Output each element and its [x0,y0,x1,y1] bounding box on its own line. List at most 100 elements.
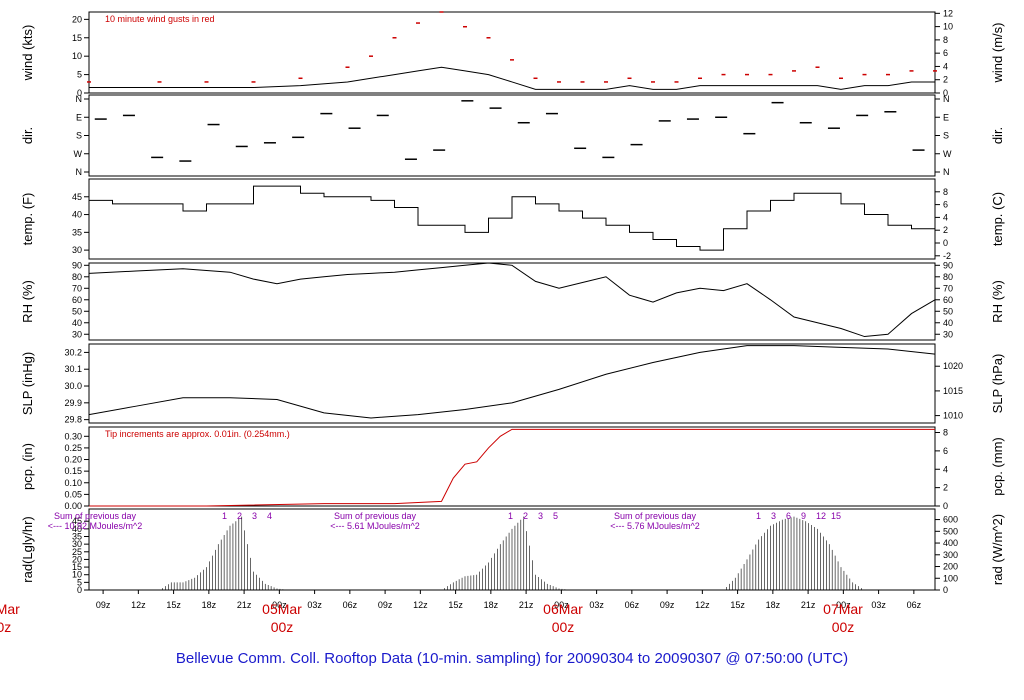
date-sub-label: 00z [832,619,855,635]
ytick-label-right-temp: -2 [943,251,951,261]
rad-note-line1: Sum of previous day [334,511,417,521]
xtick-label: 12z [131,600,146,610]
ytick-label-left-rh: 90 [72,260,82,270]
xtick-label: 18z [766,600,781,610]
ytick-label-right-wind: 0 [943,88,948,98]
ytick-label-left-rad: 30 [72,539,82,549]
ytick-label-left-slp: 29.8 [64,415,82,425]
ytick-label-right-rh: 30 [943,329,953,339]
ytick-label-right-rh: 90 [943,260,953,270]
rad-day-marker: 3 [252,511,257,521]
ytick-label-right-rad: 200 [943,562,958,572]
xtick-label: 18z [484,600,499,610]
ytick-label-right-rh: 60 [943,295,953,305]
ylabel-left-rad: rad(Lgly/hr) [20,516,35,582]
ytick-label-left-pcp: 0.30 [64,431,82,441]
rad-note-line2: <--- 5.76 MJoules/m^2 [610,521,700,531]
ylabel-right-pcp: pcp. (mm) [990,437,1005,496]
ytick-label-left-temp: 40 [72,210,82,220]
series-pcp [89,428,935,507]
series-slp [88,345,936,419]
panel-frame-rh [88,262,936,341]
ytick-label-left-temp: 35 [72,227,82,237]
date-label: 07Mar [823,601,863,617]
rad-day-marker: 9 [801,511,806,521]
ytick-label-left-dir: E [76,112,82,122]
panel-frame-pcp [88,426,936,507]
ytick-label-right-rad: 600 [943,515,958,525]
ylabel-left-slp: SLP (inHg) [20,352,35,415]
rad-day-marker: 6 [786,511,791,521]
ylabel-right-wind: wind (m/s) [990,23,1005,84]
date-sub-label: 00z [271,619,294,635]
xtick-label: 03z [871,600,886,610]
ytick-label-left-pcp: 0.15 [64,466,82,476]
ytick-label-left-rh: 50 [72,306,82,316]
ytick-label-left-pcp: 0.25 [64,443,82,453]
xtick-label: 15z [730,600,745,610]
ylabel-right-slp: SLP (hPa) [990,354,1005,414]
ytick-label-right-pcp: 6 [943,446,948,456]
date-sub-label: 00z [552,619,575,635]
ytick-label-right-dir: N [943,94,950,104]
ytick-label-right-rad: 400 [943,538,958,548]
ytick-label-left-rad: 45 [72,516,82,526]
rad-day-marker: 4 [267,511,272,521]
xtick-label: 21z [801,600,816,610]
ytick-label-left-wind: 15 [72,33,82,43]
ytick-label-right-wind: 12 [943,8,953,18]
xtick-label: 21z [237,600,252,610]
date-sub-label: 00z [0,619,11,635]
rad-note-line1: Sum of previous day [614,511,697,521]
series-wind-speed [89,66,935,90]
ytick-label-right-pcp: 4 [943,464,948,474]
ytick-label-left-rad: 15 [72,562,82,572]
ylabel-left-rh: RH (%) [20,280,35,323]
chart-title: Bellevue Comm. Coll. Rooftop Data (10-mi… [175,650,849,667]
ytick-label-right-wind: 8 [943,35,948,45]
rad-note-line1: Sum of previous day [54,511,137,521]
ytick-label-left-slp: 30.1 [64,364,82,374]
rad-day-marker: 5 [553,511,558,521]
xtick-label: 15z [448,600,463,610]
xtick-label: 06z [907,600,922,610]
ytick-label-right-wind: 2 [943,75,948,85]
rad-day-marker: 2 [237,511,242,521]
ytick-label-right-pcp: 2 [943,483,948,493]
xtick-label: 12z [413,600,428,610]
ytick-label-left-dir: W [74,149,83,159]
ytick-label-right-slp: 1015 [943,386,963,396]
ylabel-left-pcp: pcp. (in) [20,443,35,490]
rad-note-line2: <--- 10.92 MJoules/m^2 [48,521,143,531]
xtick-label: 03z [589,600,604,610]
ytick-label-right-temp: 8 [943,187,948,197]
ytick-label-left-wind: 20 [72,14,82,24]
xtick-label: 06z [343,600,358,610]
xtick-label: 09z [378,600,393,610]
ytick-label-right-slp: 1010 [943,411,963,421]
ytick-label-right-wind: 6 [943,48,948,58]
ytick-label-left-rh: 70 [72,283,82,293]
ylabel-left-wind: wind (kts) [20,25,35,82]
xtick-label: 18z [202,600,217,610]
ylabel-right-rh: RH (%) [990,280,1005,323]
panel-note-pcp: Tip increments are approx. 0.01in. (0.25… [105,429,290,439]
panel-frame-wind [88,11,936,94]
ytick-label-right-rh: 70 [943,283,953,293]
ylabel-right-dir: dir. [990,127,1005,144]
ytick-label-right-slp: 1020 [943,361,963,371]
ytick-label-left-slp: 29.9 [64,398,82,408]
ytick-label-right-rh: 80 [943,272,953,282]
xtick-label: 21z [519,600,534,610]
ytick-label-left-temp: 30 [72,245,82,255]
xtick-label: 00z [836,600,851,610]
ytick-label-left-rad: 35 [72,532,82,542]
ytick-label-right-temp: 2 [943,225,948,235]
ytick-label-right-wind: 4 [943,61,948,71]
rad-note-line2: <--- 5.61 MJoules/m^2 [330,521,420,531]
ytick-label-right-dir: W [943,149,952,159]
panel-frame-slp [88,343,936,424]
ytick-label-right-rad: 300 [943,550,958,560]
series-temp [89,185,936,251]
